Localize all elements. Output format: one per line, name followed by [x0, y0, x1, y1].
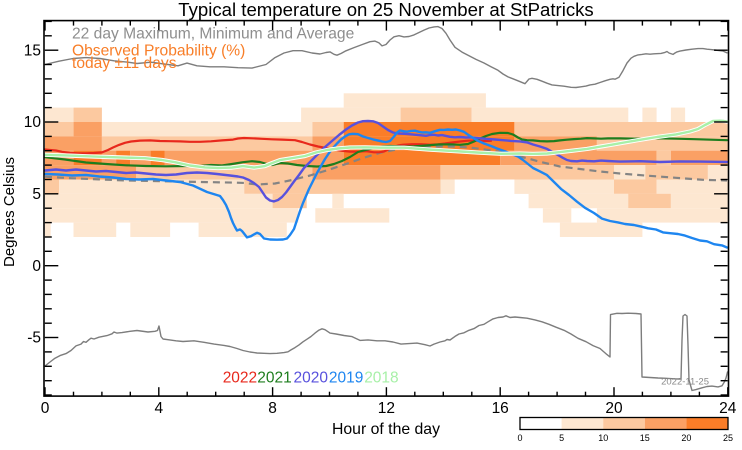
svg-text:15: 15 [24, 42, 41, 59]
svg-text:Observed Probability (%): Observed Probability (%) [72, 43, 245, 60]
svg-text:4: 4 [154, 400, 163, 417]
svg-text:2018: 2018 [364, 370, 398, 387]
svg-text:10: 10 [24, 114, 42, 131]
svg-text:5: 5 [32, 186, 41, 203]
svg-text:20: 20 [681, 433, 691, 443]
svg-text:16: 16 [492, 400, 509, 417]
svg-text:0: 0 [32, 258, 41, 275]
svg-text:Degrees Celsius: Degrees Celsius [1, 157, 18, 267]
svg-text:0: 0 [517, 433, 522, 443]
svg-text:10: 10 [598, 433, 608, 443]
svg-text:20: 20 [605, 400, 623, 417]
svg-text:Hour of the day: Hour of the day [332, 421, 440, 438]
svg-text:12: 12 [378, 400, 395, 417]
svg-text:22 day Maximum, Minimum and Av: 22 day Maximum, Minimum and Average [72, 26, 354, 43]
svg-text:5: 5 [559, 433, 564, 443]
svg-text:2020: 2020 [294, 370, 329, 387]
svg-text:2019: 2019 [329, 370, 363, 387]
svg-text:24: 24 [719, 400, 737, 417]
svg-text:25: 25 [723, 433, 733, 443]
svg-text:15: 15 [640, 433, 650, 443]
svg-text:2022: 2022 [223, 370, 257, 387]
svg-text:0: 0 [41, 400, 50, 417]
svg-text:8: 8 [268, 400, 277, 417]
svg-text:-5: -5 [27, 330, 41, 347]
svg-text:today ±11 days: today ±11 days [72, 55, 177, 72]
svg-text:Typical temperature on 25 Nove: Typical temperature on 25 November at St… [178, 0, 593, 20]
svg-text:2022-11-25: 2022-11-25 [661, 377, 709, 388]
svg-text:2021: 2021 [257, 370, 291, 387]
